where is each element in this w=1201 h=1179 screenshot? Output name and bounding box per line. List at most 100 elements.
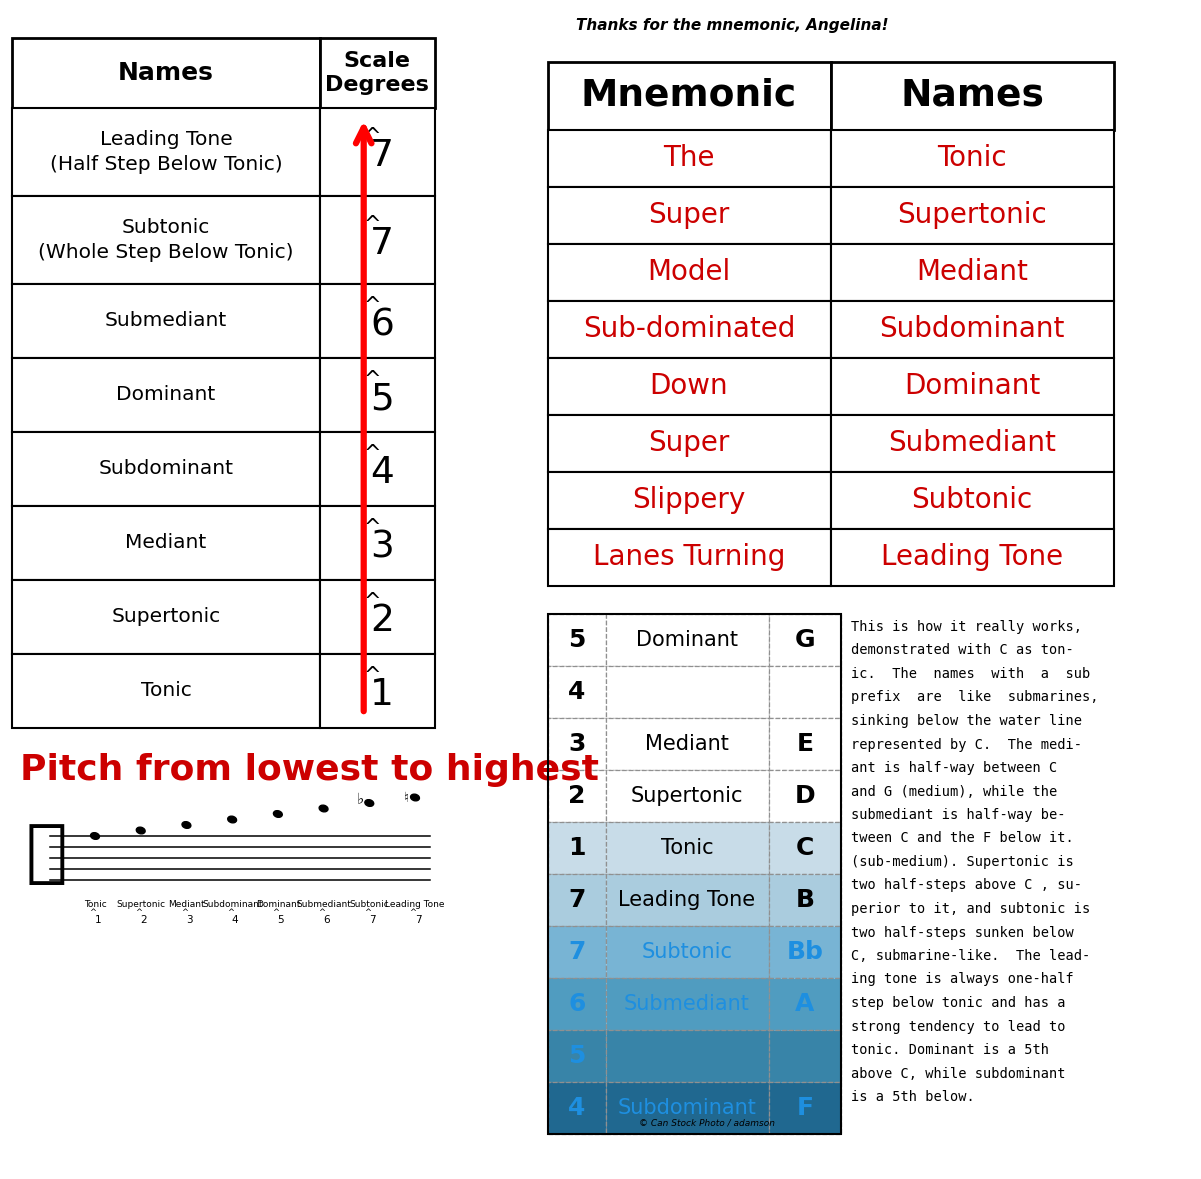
Ellipse shape [90,832,100,839]
Text: Leading Tone: Leading Tone [619,890,755,910]
Text: ^: ^ [318,908,325,917]
Text: 1: 1 [370,677,394,713]
Text: 7: 7 [370,226,394,262]
Bar [769,666,841,718]
Text: Mediant: Mediant [645,735,729,755]
Text: Subdominant: Subdominant [202,900,262,909]
Bar [831,301,1115,358]
Text: ^: ^ [364,444,382,465]
Ellipse shape [228,816,237,823]
Text: Submediant: Submediant [625,994,749,1014]
Text: Subtonic: Subtonic [912,486,1033,514]
Text: ^: ^ [364,215,382,235]
Bar [548,529,831,586]
Text: Subdominant: Subdominant [879,315,1065,343]
Bar [319,654,435,727]
Bar [607,666,769,718]
Text: ant is half-way between C: ant is half-way between C [852,760,1057,775]
Bar [319,38,435,108]
Text: Leading Tone
(Half Step Below Tonic): Leading Tone (Half Step Below Tonic) [49,131,282,173]
Text: 4: 4 [232,915,239,926]
Text: 4: 4 [568,680,586,704]
Text: 7: 7 [568,888,586,913]
Bar [607,979,769,1030]
Text: two half-steps above C , su-: two half-steps above C , su- [852,878,1082,893]
Bar [12,38,319,108]
Text: 5: 5 [568,1043,586,1068]
Bar [12,654,319,727]
Bar [607,822,769,874]
Bar [12,358,319,432]
Ellipse shape [319,805,328,812]
Bar [548,614,841,1134]
Bar [319,358,435,432]
Text: D: D [795,784,815,808]
Bar [548,614,607,666]
Bar [548,244,831,301]
Text: ^: ^ [273,908,280,917]
Bar [12,196,319,284]
Text: 5: 5 [370,381,394,417]
Text: 3: 3 [568,732,586,756]
Text: Scale
Degrees: Scale Degrees [325,51,429,95]
Text: ^: ^ [364,592,382,612]
Bar [548,666,607,718]
Bar [831,472,1115,529]
Text: Subdominant: Subdominant [617,1098,757,1118]
Text: Dominant: Dominant [904,373,1040,400]
Text: ♮: ♮ [404,790,408,804]
Text: and G (medium), while the: and G (medium), while the [852,784,1057,798]
Text: Tonic: Tonic [84,900,107,909]
Text: is a 5th below.: is a 5th below. [852,1091,975,1104]
Bar [769,1082,841,1134]
Bar [548,1082,607,1134]
Text: Super: Super [649,429,730,457]
Bar [607,770,769,822]
Text: Subtonic
(Whole Step Below Tonic): Subtonic (Whole Step Below Tonic) [38,218,294,262]
Bar [831,415,1115,472]
Text: Lanes Turning: Lanes Turning [593,544,785,571]
Bar [319,432,435,506]
Text: (sub-medium). Supertonic is: (sub-medium). Supertonic is [852,855,1074,869]
Bar [769,770,841,822]
Bar [12,108,319,196]
Bar [548,415,831,472]
Text: 3: 3 [370,529,394,565]
Bar [548,130,831,187]
Text: Sub-dominated: Sub-dominated [582,315,795,343]
Text: step below tonic and has a: step below tonic and has a [852,996,1065,1010]
Text: ing tone is always one-half: ing tone is always one-half [852,973,1074,987]
Text: Mnemonic: Mnemonic [581,78,797,114]
Bar [12,580,319,654]
Bar [319,506,435,580]
Text: A: A [795,992,814,1016]
Bar [319,196,435,284]
Text: Supertonic: Supertonic [631,786,743,806]
Text: Dominant: Dominant [256,900,300,909]
Text: This is how it really works,: This is how it really works, [852,620,1082,634]
Text: Tonic: Tonic [937,144,1006,172]
Bar [548,472,831,529]
Text: ^: ^ [364,370,382,390]
Bar [548,1030,607,1082]
Text: Subtonic: Subtonic [641,942,733,962]
Text: ^: ^ [364,127,382,147]
Text: C, submarine-like.  The lead-: C, submarine-like. The lead- [852,949,1091,963]
Text: tonic. Dominant is a 5th: tonic. Dominant is a 5th [852,1043,1048,1058]
Text: B: B [795,888,814,913]
Text: strong tendency to lead to: strong tendency to lead to [852,1020,1065,1034]
Text: G: G [795,628,815,652]
Text: 7: 7 [568,940,586,964]
Text: ^: ^ [364,296,382,316]
Text: 4: 4 [568,1096,586,1120]
Text: 5: 5 [277,915,285,926]
Text: Mediant: Mediant [125,534,207,553]
Text: © Can Stock Photo / adamson: © Can Stock Photo / adamson [639,1119,775,1128]
Text: Subtonic: Subtonic [349,900,389,909]
Text: prefix  are  like  submarines,: prefix are like submarines, [852,691,1099,705]
Bar [12,284,319,358]
Ellipse shape [183,822,191,829]
Bar [831,244,1115,301]
Text: E: E [796,732,813,756]
Bar [607,1082,769,1134]
